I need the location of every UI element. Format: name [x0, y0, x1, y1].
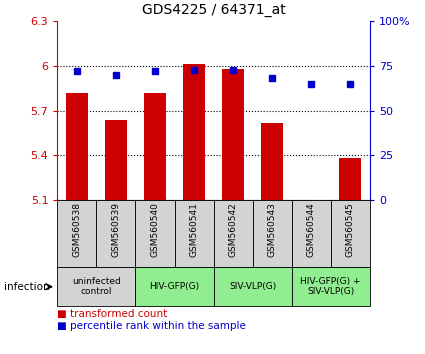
Text: GSM560543: GSM560543	[268, 202, 277, 257]
Text: HIV-GFP(G) +
SIV-VLP(G): HIV-GFP(G) + SIV-VLP(G)	[300, 277, 361, 296]
Text: GSM560539: GSM560539	[111, 202, 120, 257]
Bar	[144, 93, 166, 200]
Bar	[57, 267, 136, 306]
Text: HIV-GFP(G): HIV-GFP(G)	[150, 282, 200, 291]
Bar	[331, 200, 370, 267]
Text: GSM560538: GSM560538	[72, 202, 82, 257]
Bar	[105, 120, 127, 200]
Bar	[340, 158, 361, 200]
Bar	[213, 200, 252, 267]
Text: uninfected
control: uninfected control	[72, 277, 121, 296]
Text: infection: infection	[4, 282, 50, 292]
Bar	[222, 69, 244, 200]
Text: SIV-VLP(G): SIV-VLP(G)	[229, 282, 276, 291]
Bar	[261, 122, 283, 200]
Bar	[66, 93, 88, 200]
Text: ■ percentile rank within the sample: ■ percentile rank within the sample	[57, 321, 246, 331]
Text: GSM560540: GSM560540	[150, 202, 159, 257]
Bar	[57, 200, 96, 267]
Text: GSM560545: GSM560545	[346, 202, 355, 257]
Text: GSM560542: GSM560542	[229, 202, 238, 257]
Bar	[292, 200, 331, 267]
Bar	[136, 200, 175, 267]
Text: GSM560541: GSM560541	[190, 202, 198, 257]
Bar	[292, 267, 370, 306]
Bar	[183, 64, 205, 200]
Bar	[252, 200, 292, 267]
Text: GSM560544: GSM560544	[307, 202, 316, 257]
Title: GDS4225 / 64371_at: GDS4225 / 64371_at	[142, 4, 286, 17]
Bar	[213, 267, 292, 306]
Text: ■ transformed count: ■ transformed count	[57, 309, 167, 319]
Bar	[136, 267, 213, 306]
Bar	[175, 200, 213, 267]
Bar	[96, 200, 136, 267]
